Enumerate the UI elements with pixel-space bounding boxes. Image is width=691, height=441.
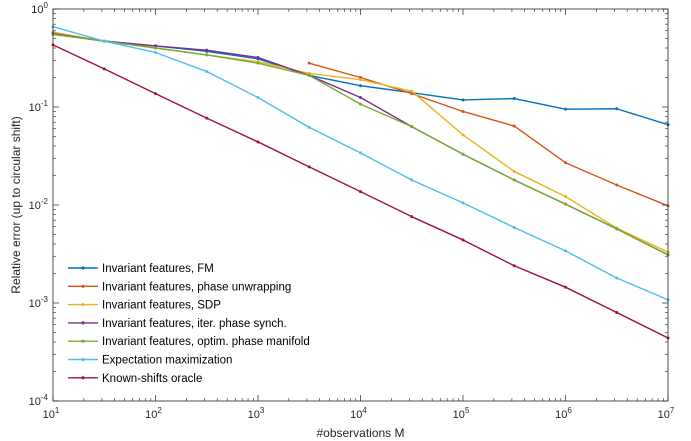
ticks-layer: 101 102 103 104 105 106 107 10-4 10-3 10-2 10-1 100 xyxy=(29,1,675,421)
legend-label: Invariant features, iter. phase synch. xyxy=(102,318,287,330)
data-point xyxy=(512,264,516,268)
data-point xyxy=(615,227,619,231)
data-point xyxy=(307,125,311,129)
legend-item: Invariant features, FM xyxy=(68,263,214,275)
legend-swatch-marker xyxy=(81,321,85,325)
data-point xyxy=(307,73,311,77)
y-tick-label: 10-2 xyxy=(29,197,49,212)
data-point xyxy=(564,202,567,206)
data-point xyxy=(256,56,260,59)
data-point xyxy=(410,125,414,129)
data-point xyxy=(615,311,619,314)
data-point xyxy=(410,92,414,96)
data-point xyxy=(359,151,362,155)
y-tick-label: 10-1 xyxy=(29,99,49,114)
data-point xyxy=(512,169,516,173)
data-point xyxy=(359,76,362,79)
y-tick-label: 10-4 xyxy=(29,393,49,408)
legend-item: Invariant features, phase unwrapping xyxy=(68,281,291,293)
data-point xyxy=(205,53,209,57)
legend-box xyxy=(64,256,354,391)
data-point xyxy=(615,183,619,187)
data-point xyxy=(410,178,414,182)
legend-label: Known-shifts oracle xyxy=(102,373,202,385)
series-7 xyxy=(51,43,670,340)
data-point xyxy=(512,97,516,101)
data-point xyxy=(102,39,106,43)
data-point xyxy=(410,89,414,93)
legend-swatch-marker xyxy=(81,357,85,362)
legend-item: Invariant features, optim. phase manifol… xyxy=(68,336,310,348)
y-tick-label: 10-3 xyxy=(29,295,49,310)
data-point xyxy=(461,238,465,242)
series-6 xyxy=(51,25,670,302)
legend-item: Expectation maximization xyxy=(68,355,232,367)
data-point xyxy=(307,165,311,169)
data-point xyxy=(564,107,567,111)
x-tick-label: 102 xyxy=(145,406,162,421)
data-point xyxy=(461,152,465,156)
legend-item: Invariant features, iter. phase synch. xyxy=(68,318,287,330)
data-point xyxy=(359,78,362,82)
legend-swatch-marker xyxy=(81,303,85,307)
y-axis-label: Relative error (up to circular shift) xyxy=(9,116,23,293)
data-point xyxy=(359,96,362,99)
legend: Invariant features, FM Invariant features… xyxy=(64,256,354,391)
x-tick-label: 101 xyxy=(43,406,60,421)
data-point xyxy=(410,215,414,219)
x-axis-label: #observations M xyxy=(316,426,404,440)
data-point xyxy=(461,98,465,102)
data-point xyxy=(256,96,260,99)
data-point xyxy=(154,92,157,96)
x-tick-label: 105 xyxy=(453,406,470,421)
legend-label: Invariant features, FM xyxy=(102,263,214,275)
data-point xyxy=(461,109,465,113)
data-point xyxy=(615,276,619,280)
data-point xyxy=(256,61,260,65)
data-point xyxy=(512,225,516,229)
legend-item: Invariant features, SDP xyxy=(68,300,221,312)
data-point xyxy=(307,61,311,65)
data-point xyxy=(359,190,362,194)
data-point xyxy=(461,133,465,137)
legend-item: Known-shifts oracle xyxy=(68,373,202,385)
x-tick-label: 106 xyxy=(555,406,572,421)
data-point xyxy=(564,195,567,199)
legend-label: Invariant features, optim. phase manifol… xyxy=(102,336,310,348)
series-2 xyxy=(307,61,670,208)
data-point xyxy=(512,124,516,128)
legend-swatch-marker xyxy=(81,266,85,270)
data-point xyxy=(461,201,465,205)
data-point xyxy=(154,44,157,48)
data-point xyxy=(564,161,567,165)
data-point xyxy=(154,50,157,54)
x-tick-label: 103 xyxy=(248,406,265,421)
legend-swatch-marker xyxy=(81,376,85,380)
data-point xyxy=(564,285,567,289)
data-point xyxy=(256,140,260,144)
legend-swatch-marker xyxy=(81,284,85,288)
data-point xyxy=(205,116,209,120)
data-point xyxy=(205,48,209,52)
data-point xyxy=(102,67,106,71)
x-tick-label: 107 xyxy=(658,406,675,421)
data-point xyxy=(512,178,516,182)
data-point xyxy=(205,70,209,74)
data-point xyxy=(359,84,362,88)
data-point xyxy=(564,249,567,253)
y-tick-label: 100 xyxy=(31,1,48,16)
series-layer xyxy=(51,25,670,340)
series-line xyxy=(309,62,669,207)
data-point xyxy=(359,102,362,106)
data-point xyxy=(154,46,157,50)
data-point xyxy=(615,107,619,111)
legend-label: Invariant features, phase unwrapping xyxy=(102,281,291,293)
legend-swatch-marker xyxy=(81,339,85,343)
legend-label: Invariant features, SDP xyxy=(102,300,221,312)
x-tick-label: 104 xyxy=(350,406,367,421)
legend-label: Expectation maximization xyxy=(102,355,232,367)
